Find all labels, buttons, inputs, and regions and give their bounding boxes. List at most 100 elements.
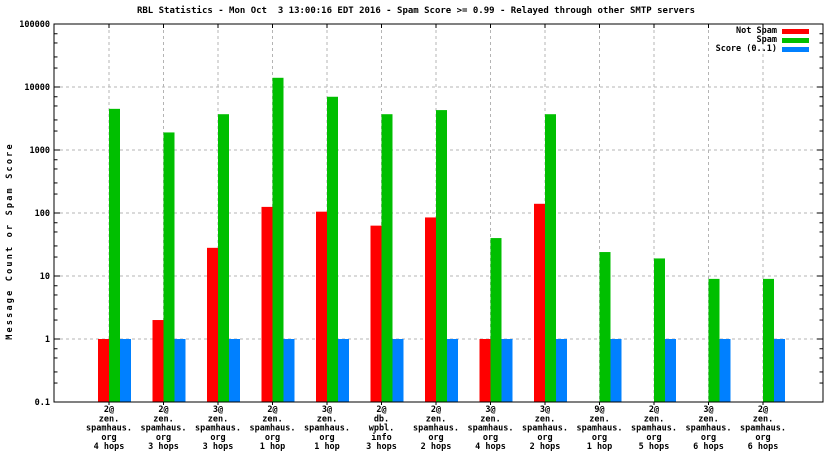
x-category-label: 2@	[158, 405, 168, 415]
x-category-label: org	[319, 433, 334, 443]
bar-spam	[763, 278, 774, 402]
bar-score	[283, 339, 295, 402]
x-category-label: 1 hop	[314, 442, 340, 452]
chart-title: RBL Statistics - Mon Oct 3 13:00:16 EDT …	[136, 6, 696, 16]
bar-not-spam	[370, 225, 382, 402]
x-category-label: 3@	[213, 405, 223, 415]
bar-score	[719, 339, 731, 402]
legend-label-score: Score (0..1)	[715, 44, 777, 54]
bar-spam	[599, 252, 611, 402]
bar-not-spam	[207, 247, 218, 402]
x-category-label: spamhaus.	[740, 424, 786, 434]
bar-score	[120, 339, 131, 402]
bar-spam	[272, 77, 284, 402]
x-category-label: 2 hops	[421, 442, 452, 452]
x-category-label: spamhaus.	[631, 424, 677, 434]
bar-spam	[545, 114, 556, 402]
x-category-label: zen.	[208, 414, 228, 424]
bar-spam	[490, 238, 502, 402]
x-category-label: spamhaus.	[195, 424, 241, 434]
bar-not-spam	[534, 203, 545, 402]
x-category-label: db.	[374, 414, 389, 424]
x-category-label: org	[156, 433, 171, 443]
x-category-label: org	[537, 433, 552, 443]
x-category-label: 9@	[594, 405, 604, 415]
legend-swatch-spam	[782, 37, 809, 43]
x-category-label: 2@	[104, 405, 114, 415]
x-category-label: 5 hops	[639, 442, 670, 452]
bar-spam	[381, 114, 393, 402]
x-category-label: zen.	[698, 414, 718, 424]
x-category-label: zen.	[480, 414, 500, 424]
x-category-label: zen.	[589, 414, 609, 424]
x-category-label: 3 hops	[366, 442, 397, 452]
x-category-label: 2@	[267, 405, 277, 415]
x-category-label: org	[592, 433, 607, 443]
legend-swatch-score	[782, 46, 809, 52]
x-category-label: zen.	[262, 414, 282, 424]
x-category-label: zen.	[426, 414, 446, 424]
x-category-label: zen.	[535, 414, 555, 424]
x-category-label: org	[483, 433, 498, 443]
legend: Not Spam Spam Score (0..1)	[716, 27, 809, 53]
bar-score	[610, 339, 622, 402]
bar-score	[501, 339, 513, 402]
x-category-label: org	[646, 433, 661, 443]
bar-spam	[109, 108, 120, 403]
y-tick-label: 100	[35, 209, 50, 219]
x-category-label: 3@	[485, 405, 495, 415]
x-category-label: zen.	[753, 414, 773, 424]
bar-not-spam	[479, 339, 491, 402]
bar-spam	[436, 110, 447, 402]
x-category-label: zen.	[153, 414, 173, 424]
legend-row-not-spam: Not Spam	[716, 27, 809, 35]
bar-spam	[654, 258, 665, 402]
x-category-label: spamhaus.	[86, 424, 132, 434]
x-category-label: 3 hops	[148, 442, 179, 452]
x-category-label: 2@	[758, 405, 768, 415]
x-category-label: 3 hops	[203, 442, 234, 452]
x-category-label: org	[210, 433, 225, 443]
x-category-label: spamhaus.	[249, 424, 295, 434]
bar-spam	[218, 114, 229, 402]
bar-score	[447, 339, 458, 402]
x-category-label: info	[371, 432, 391, 443]
x-category-label: 6 hops	[748, 442, 779, 452]
bar-not-spam	[316, 211, 327, 402]
y-tick-label: 10000	[24, 83, 50, 93]
bar-score	[556, 339, 567, 402]
bar-not-spam	[98, 339, 109, 402]
x-category-label: wpbl.	[369, 424, 395, 434]
y-tick-label: 100000	[19, 20, 50, 30]
y-tick-label: 0.1	[35, 398, 50, 408]
x-category-label: 1 hop	[587, 442, 613, 452]
x-category-label: spamhaus.	[576, 424, 622, 434]
bar-spam	[327, 96, 338, 403]
x-category-label: 3@	[322, 405, 332, 415]
x-category-label: zen.	[317, 414, 337, 424]
x-category-label: 2@	[376, 405, 386, 415]
bar-spam	[163, 132, 175, 402]
bar-not-spam	[152, 320, 164, 402]
legend-label-spam: Spam	[756, 35, 777, 45]
x-category-label: 3@	[703, 405, 713, 415]
x-category-label: 1 hop	[260, 442, 286, 452]
bar-score	[229, 339, 240, 402]
x-category-label: org	[265, 433, 280, 443]
x-category-label: 2@	[431, 405, 441, 415]
bar-not-spam	[261, 206, 273, 402]
legend-label-not-spam: Not Spam	[736, 26, 777, 36]
x-category-label: org	[755, 433, 770, 443]
x-category-label: 2 hops	[530, 442, 561, 452]
bar-score	[174, 339, 186, 402]
x-category-label: 4 hops	[475, 442, 506, 452]
x-category-label: 4 hops	[94, 442, 125, 452]
legend-swatch-not-spam	[782, 28, 809, 34]
bar-score	[338, 339, 349, 402]
bar-score	[665, 339, 676, 402]
x-category-label: spamhaus.	[685, 424, 731, 434]
x-category-label: org	[701, 433, 716, 443]
x-category-label: spamhaus.	[140, 424, 186, 434]
legend-row-score: Score (0..1)	[716, 45, 809, 53]
